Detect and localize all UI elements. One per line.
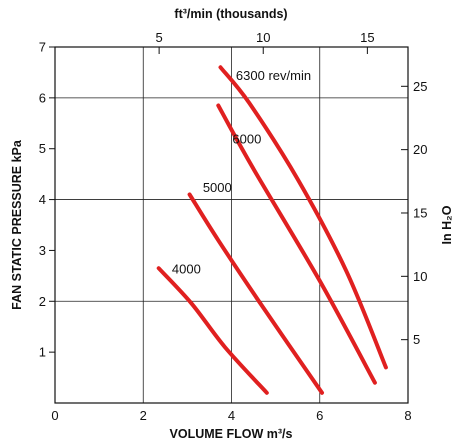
- right-tick-label: 15: [413, 205, 427, 220]
- y-tick-label: 7: [39, 40, 46, 55]
- right-tick-label: 25: [413, 79, 427, 94]
- curve-4000: [156, 266, 269, 395]
- curves: [156, 65, 388, 395]
- right-axis-title: In H₂O: [440, 205, 453, 244]
- top-tick-label: 10: [256, 30, 270, 45]
- y-tick-label: 6: [39, 90, 46, 105]
- y-tick-label: 5: [39, 141, 46, 156]
- top-axis-title: ft³/min (thousands): [174, 7, 287, 21]
- x-tick-label: 4: [228, 408, 235, 423]
- right-tick-label: 10: [413, 269, 427, 284]
- x-axis-title: VOLUME FLOW m³/s: [170, 427, 293, 441]
- y-tick-label: 2: [39, 294, 46, 309]
- curve-5000: [187, 192, 324, 395]
- grid: [55, 47, 408, 403]
- labels: 0 2 4 6 8 1 2 3 4 5 6 7 5 10 15 5 10 15 20 25 4000 5000 6000 63…: [39, 30, 428, 423]
- top-tick-label: 15: [360, 30, 374, 45]
- right-tick-label: 5: [413, 332, 420, 347]
- x-tick-label: 6: [316, 408, 323, 423]
- right-tick-label: 20: [413, 142, 427, 157]
- plot-frame: [54, 46, 409, 404]
- top-tick-label: 5: [156, 30, 163, 45]
- curve-label-6000: 6000: [232, 132, 261, 147]
- curve-label-5000: 5000: [203, 180, 232, 195]
- curve-6300: [218, 65, 388, 370]
- y-axis-title: FAN STATIC PRESSURE kPa: [10, 139, 24, 310]
- y-tick-label: 4: [39, 192, 46, 207]
- curve-label-4000: 4000: [172, 261, 201, 276]
- curve-6000: [216, 103, 377, 385]
- y-tick-label: 3: [39, 243, 46, 258]
- x-tick-label: 8: [404, 408, 411, 423]
- y-tick-label: 1: [39, 345, 46, 360]
- ticks: [49, 46, 408, 353]
- x-tick-label: 0: [51, 408, 58, 423]
- curve-label-6300: 6300 rev/min: [236, 68, 311, 83]
- x-tick-label: 2: [140, 408, 147, 423]
